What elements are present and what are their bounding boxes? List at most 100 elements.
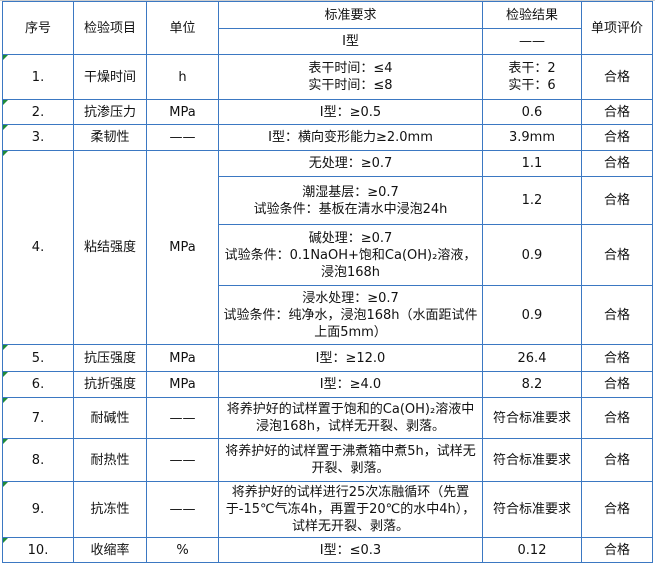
- row-unit: ——: [146, 481, 219, 538]
- row-standard: 将养护好的试样置于沸煮箱中煮5h，试样无开裂、剥落。: [218, 438, 483, 482]
- row-item: 收缩率: [73, 537, 147, 563]
- row-standard: I型：≥4.0: [218, 371, 483, 398]
- row-evaluation: 合格: [581, 397, 653, 439]
- header-evaluation: 单项评价: [581, 1, 653, 55]
- row-item: 柔韧性: [73, 124, 147, 151]
- row-result: 0.9: [482, 285, 582, 345]
- header-unit: 单位: [146, 1, 219, 55]
- cell-marker-icon: [3, 398, 8, 403]
- table-row: 碱处理：≥0.7 试验条件：0.1NaOH+饱和Ca(OH)₂溶液，浸泡168h…: [3, 224, 653, 286]
- row-evaluation: 合格: [581, 99, 653, 125]
- row-item: 抗渗压力: [73, 99, 147, 125]
- row-unit: ——: [146, 397, 219, 439]
- row-standard: 无处理：≥0.7: [218, 150, 483, 177]
- table-row: 10. 收缩率% I型：≤0.3 0.12 合格: [2, 537, 653, 563]
- row-no: 1.: [2, 54, 74, 100]
- row-evaluation: 合格: [581, 54, 653, 100]
- cell-marker-icon: [3, 125, 8, 130]
- row-no: 8.: [2, 438, 74, 482]
- row-evaluation: 合格: [581, 438, 653, 482]
- row-evaluation: 合格: [581, 124, 653, 151]
- row-standard: 潮湿基层：≥0.7 试验条件：基板在清水中浸泡24h: [218, 176, 483, 225]
- row-result: 1.1: [482, 150, 582, 177]
- row-unit: MPa: [146, 371, 219, 398]
- row-unit: ——: [146, 124, 219, 151]
- cell-marker-icon: [3, 439, 8, 444]
- row-item: 耐碱性: [73, 397, 147, 439]
- row-result: 表干：2 实干：6: [482, 54, 582, 100]
- row-result: 0.6: [482, 99, 582, 125]
- cell-marker-icon: [3, 100, 8, 105]
- row-no: 2.: [2, 99, 74, 125]
- table-row: 9. 抗冻性 —— 将养护好的试样进行25次冻融循环（先置于-15℃气冻4h，再置于2…: [2, 481, 653, 538]
- row-unit: MPa: [146, 344, 219, 372]
- row-result: 0.9: [482, 224, 582, 286]
- row-evaluation: 合格: [581, 176, 653, 225]
- row-evaluation: 合格: [581, 537, 653, 563]
- row-standard: 浸水处理：≥0.7 试验条件：纯净水，浸泡168h（水面距试件上面5mm）: [218, 285, 483, 345]
- header-no: 序号: [2, 1, 74, 55]
- header-result: 检验结果: [482, 1, 582, 29]
- row-no: 7.: [2, 397, 74, 439]
- row-no: 5.: [2, 344, 74, 372]
- row-no: 10.: [2, 537, 74, 563]
- row-result: 26.4: [482, 344, 582, 372]
- row-unit: MPa: [146, 99, 219, 125]
- header-sub-row: I型 ——: [3, 28, 653, 55]
- table-row: 8. 耐热性 —— 将养护好的试样置于沸煮箱中煮5h，试样无开裂、剥落。 符合标准要求合…: [2, 438, 653, 482]
- row-unit: %: [146, 537, 219, 563]
- row-item: 抗冻性: [73, 481, 147, 538]
- row-evaluation: 合格: [581, 285, 653, 345]
- table-row: 4. 粘结强度 MPa 无处理：≥0.7 1.1 合格: [2, 150, 653, 345]
- row-evaluation: 合格: [581, 224, 653, 286]
- row-standard: 将养护好的试样置于饱和的Ca(OH)₂溶液中浸泡168h，试样无开裂、剥落。: [218, 397, 483, 439]
- row-standard: I型：横向变形能力≥2.0mm: [218, 124, 483, 151]
- row-standard: 将养护好的试样进行25次冻融循环（先置于-15℃气冻4h，再置于20℃的水中4h…: [218, 481, 483, 538]
- table-row: 1. 干燥时间 h 表干时间：≤4 实干时间：≤8 表干：2 实干：6 合格: [2, 54, 653, 100]
- cell-marker-icon: [3, 151, 8, 156]
- row-standard: 表干时间：≤4 实干时间：≤8: [218, 54, 483, 100]
- row-evaluation: 合格: [581, 150, 653, 177]
- row-standard: I型：≥12.0: [218, 344, 483, 372]
- row-item: 抗压强度: [73, 344, 147, 372]
- row-evaluation: 合格: [581, 344, 653, 372]
- row-evaluation: 合格: [581, 371, 653, 398]
- header-row: 序号 检验项目 单位 标准要求 检验结果 单项评价: [2, 1, 653, 55]
- row-result: 8.2: [482, 371, 582, 398]
- row-item: 干燥时间: [73, 54, 147, 100]
- row-result: 符合标准要求: [482, 438, 582, 482]
- header-standard-sub: I型: [218, 28, 483, 55]
- cell-marker-icon: [3, 538, 8, 543]
- row-no: 9.: [2, 481, 74, 538]
- table-row: 5. 抗压强度 MPa I型：≥12.0 26.4 合格: [2, 344, 653, 372]
- table-row: 3. 柔韧性 —— I型：横向变形能力≥2.0mm 3.9mm 合格: [2, 124, 653, 151]
- header-item: 检验项目: [73, 1, 147, 55]
- row-item: 耐热性: [73, 438, 147, 482]
- row-result: 3.9mm: [482, 124, 582, 151]
- row-unit: h: [146, 54, 219, 100]
- table-row: 7. 耐碱性 —— 将养护好的试样置于饱和的Ca(OH)₂溶液中浸泡168h，试样无开…: [2, 397, 653, 439]
- row-standard: 碱处理：≥0.7 试验条件：0.1NaOH+饱和Ca(OH)₂溶液，浸泡168h: [218, 224, 483, 286]
- row-number: 4.: [2, 150, 74, 345]
- cell-marker-icon: [3, 345, 8, 350]
- header-result-sub: ——: [482, 28, 582, 55]
- row-no: 6.: [2, 371, 74, 398]
- table-row: 浸水处理：≥0.7 试验条件：纯净水，浸泡168h（水面距试件上面5mm） 0.9…: [3, 285, 653, 345]
- row-evaluation: 合格: [581, 481, 653, 538]
- row-no: 3.: [2, 124, 74, 151]
- row-standard: I型：≤0.3: [218, 537, 483, 563]
- row-item: 粘结强度: [73, 150, 147, 345]
- row-unit: MPa: [146, 150, 219, 345]
- row-result: 符合标准要求: [482, 397, 582, 439]
- cell-marker-icon: [3, 482, 8, 487]
- table-row: 2. 抗渗压力 MPa I型：≥0.5 0.6 合格: [2, 99, 653, 125]
- row-result: 符合标准要求: [482, 481, 582, 538]
- header-standard: 标准要求: [218, 1, 483, 29]
- table-row: 6. 抗折强度 MPa I型：≥4.0 8.2 合格: [2, 371, 653, 398]
- row-item: 抗折强度: [73, 371, 147, 398]
- cell-marker-icon: [3, 372, 8, 377]
- row-result: 0.12: [482, 537, 582, 563]
- table-row: 潮湿基层：≥0.7 试验条件：基板在清水中浸泡24h 1.2 合格: [3, 176, 653, 225]
- row-unit: ——: [146, 438, 219, 482]
